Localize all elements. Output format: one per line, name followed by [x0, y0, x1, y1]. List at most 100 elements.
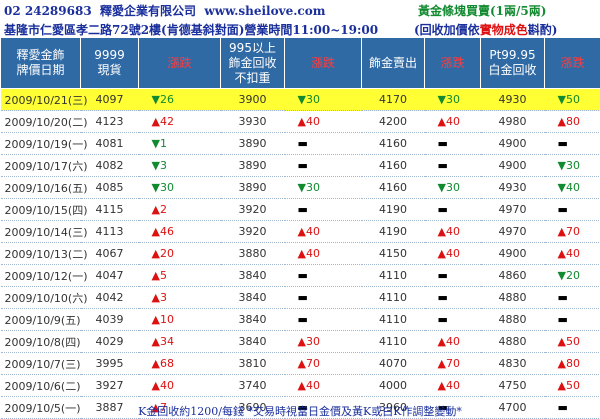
- sell-change-cell: ▲40: [425, 111, 481, 133]
- up-arrow-icon: ▲: [152, 313, 160, 326]
- recycle-change-cell: ▬: [285, 309, 362, 331]
- recycle-change-cell: ▲40: [285, 375, 362, 397]
- spot-price-cell: 4039: [81, 309, 139, 331]
- website-link[interactable]: www.sheilove.com: [204, 4, 325, 18]
- spot-change-cell: ▲20: [139, 243, 221, 265]
- up-arrow-icon: ▲: [558, 357, 566, 370]
- platinum-change-cell: ▬: [545, 309, 600, 331]
- no-change-icon: ▬: [298, 137, 308, 150]
- no-change-icon: ▬: [298, 313, 308, 326]
- sell-change-cell: ▬: [425, 155, 481, 177]
- up-arrow-icon: ▲: [438, 225, 446, 238]
- sell-price-cell: 4000: [362, 375, 425, 397]
- recycle-change-cell: ▬: [285, 133, 362, 155]
- no-change-icon: ▬: [438, 137, 448, 150]
- change-value: 10: [160, 313, 174, 326]
- platinum-price-cell: 4880: [481, 309, 545, 331]
- sell-price-cell: 4110: [362, 309, 425, 331]
- recycle-price-cell: 3840: [221, 287, 285, 309]
- service-text: 黃金條塊買賣(1兩/5兩): [418, 2, 546, 19]
- footer-note: K金回收約1200/每錢 *交易時視當日金價及黃K或白K作調整變動*: [0, 403, 600, 419]
- up-arrow-icon: ▲: [558, 247, 566, 260]
- date-cell: 2009/10/21(三): [1, 89, 81, 111]
- sell-change-cell: ▲40: [425, 221, 481, 243]
- change-value: 50: [566, 93, 580, 106]
- up-arrow-icon: ▲: [438, 335, 446, 348]
- platinum-price-cell: 4970: [481, 221, 545, 243]
- sell-price-cell: 4110: [362, 265, 425, 287]
- platinum-change-cell: ▲80: [545, 111, 600, 133]
- up-arrow-icon: ▲: [438, 357, 446, 370]
- platinum-change-cell: ▬: [545, 133, 600, 155]
- recycle-change-cell: ▲40: [285, 221, 362, 243]
- sell-change-cell: ▬: [425, 309, 481, 331]
- down-arrow-icon: ▼: [438, 93, 446, 106]
- up-arrow-icon: ▲: [298, 115, 306, 128]
- change-value: 40: [306, 379, 320, 392]
- date-cell: 2009/10/16(五): [1, 177, 81, 199]
- down-arrow-icon: ▼: [558, 93, 566, 106]
- up-arrow-icon: ▲: [152, 225, 160, 238]
- recycle-price-cell: 3840: [221, 331, 285, 353]
- no-change-icon: ▬: [558, 313, 568, 326]
- date-cell: 2009/10/20(二): [1, 111, 81, 133]
- recycle-price-cell: 3740: [221, 375, 285, 397]
- up-arrow-icon: ▲: [152, 291, 160, 304]
- spot-price-cell: 4115: [81, 199, 139, 221]
- platinum-price-cell: 4900: [481, 243, 545, 265]
- change-value: 70: [306, 357, 320, 370]
- platinum-price-cell: 4750: [481, 375, 545, 397]
- spot-change-cell: ▼30: [139, 177, 221, 199]
- change-value: 30: [446, 181, 460, 194]
- down-arrow-icon: ▼: [438, 181, 446, 194]
- recycle-change-cell: ▲30: [285, 331, 362, 353]
- recycle-price-cell: 3840: [221, 265, 285, 287]
- platinum-price-cell: 4900: [481, 133, 545, 155]
- change-value: 40: [446, 379, 460, 392]
- sell-change-cell: ▲40: [425, 243, 481, 265]
- recycle-price-cell: 3890: [221, 177, 285, 199]
- spot-price-cell: 4097: [81, 89, 139, 111]
- up-arrow-icon: ▲: [152, 247, 160, 260]
- change-value: 2: [160, 203, 167, 216]
- change-value: 40: [446, 247, 460, 260]
- spot-change-cell: ▼1: [139, 133, 221, 155]
- date-cell: 2009/10/13(二): [1, 243, 81, 265]
- up-arrow-icon: ▲: [298, 379, 306, 392]
- date-cell: 2009/10/12(一): [1, 265, 81, 287]
- sell-change-cell: ▼30: [425, 177, 481, 199]
- recycle-price-cell: 3920: [221, 199, 285, 221]
- sell-price-cell: 4190: [362, 199, 425, 221]
- up-arrow-icon: ▲: [558, 225, 566, 238]
- platinum-change-cell: ▬: [545, 287, 600, 309]
- platinum-price-cell: 4880: [481, 287, 545, 309]
- change-value: 40: [566, 247, 580, 260]
- recycle-change-cell: ▲70: [285, 353, 362, 375]
- sell-price-cell: 4160: [362, 133, 425, 155]
- platinum-price-cell: 4900: [481, 155, 545, 177]
- up-arrow-icon: ▲: [152, 203, 160, 216]
- spot-change-cell: ▲68: [139, 353, 221, 375]
- no-change-icon: ▬: [438, 313, 448, 326]
- down-arrow-icon: ▼: [558, 159, 566, 172]
- sell-price-cell: 4110: [362, 331, 425, 353]
- spot-price-cell: 3995: [81, 353, 139, 375]
- change-value: 30: [446, 93, 460, 106]
- company-line: 02 24289683 釋愛企業有限公司 www.sheilove.com: [4, 2, 325, 19]
- spot-price-cell: 4042: [81, 287, 139, 309]
- spot-price-cell: 4081: [81, 133, 139, 155]
- change-value: 30: [306, 181, 320, 194]
- spot-price-cell: 4123: [81, 111, 139, 133]
- change-value: 26: [160, 93, 174, 106]
- change-value: 46: [160, 225, 174, 238]
- platinum-change-cell: ▲80: [545, 353, 600, 375]
- up-arrow-icon: ▲: [298, 357, 306, 370]
- platinum-change-cell: ▼40: [545, 177, 600, 199]
- change-value: 40: [446, 225, 460, 238]
